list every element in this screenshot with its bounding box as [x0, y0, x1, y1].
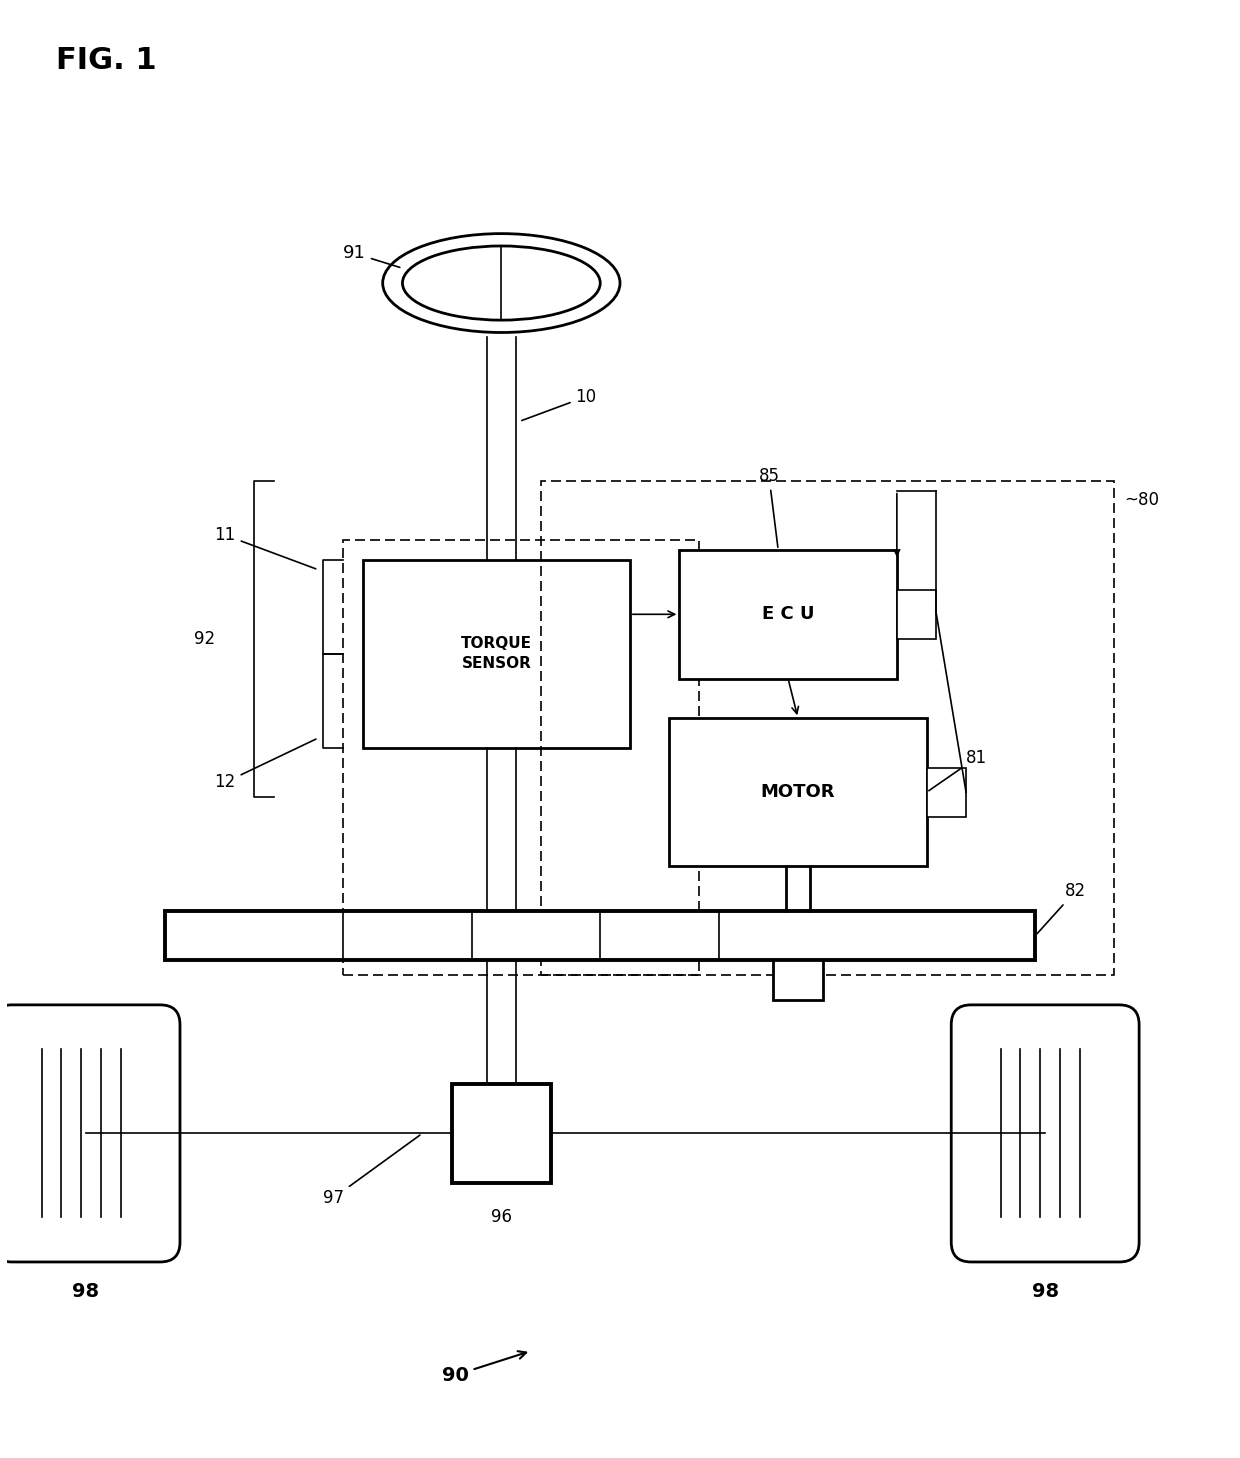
Bar [680, 550, 897, 678]
Text: E C U: E C U [761, 605, 815, 624]
Text: 98: 98 [72, 1282, 99, 1301]
Text: 90: 90 [441, 1352, 526, 1385]
Text: FIG. 1: FIG. 1 [56, 45, 157, 74]
Bar [926, 767, 966, 816]
FancyBboxPatch shape [951, 1005, 1140, 1263]
Bar [897, 589, 936, 639]
Text: 96: 96 [491, 1207, 512, 1226]
Bar [363, 560, 630, 748]
Bar [774, 961, 822, 1000]
Bar [165, 911, 1035, 961]
Text: 91: 91 [343, 245, 399, 267]
Bar [451, 1083, 551, 1182]
Text: 98: 98 [1032, 1282, 1059, 1301]
Text: 11: 11 [215, 526, 316, 569]
Text: 97: 97 [324, 1134, 420, 1207]
Text: 85: 85 [759, 467, 780, 547]
Text: 82: 82 [1037, 882, 1086, 933]
Text: 81: 81 [929, 748, 987, 790]
Bar [541, 481, 1115, 975]
Bar [343, 539, 699, 975]
Text: 12: 12 [215, 739, 316, 792]
Text: TORQUE
SENSOR: TORQUE SENSOR [461, 637, 532, 671]
Text: MOTOR: MOTOR [760, 783, 836, 802]
Bar [670, 719, 926, 866]
Text: 92: 92 [195, 630, 216, 647]
Text: ~80: ~80 [1125, 491, 1159, 509]
FancyBboxPatch shape [0, 1005, 180, 1263]
Text: 10: 10 [522, 388, 596, 420]
